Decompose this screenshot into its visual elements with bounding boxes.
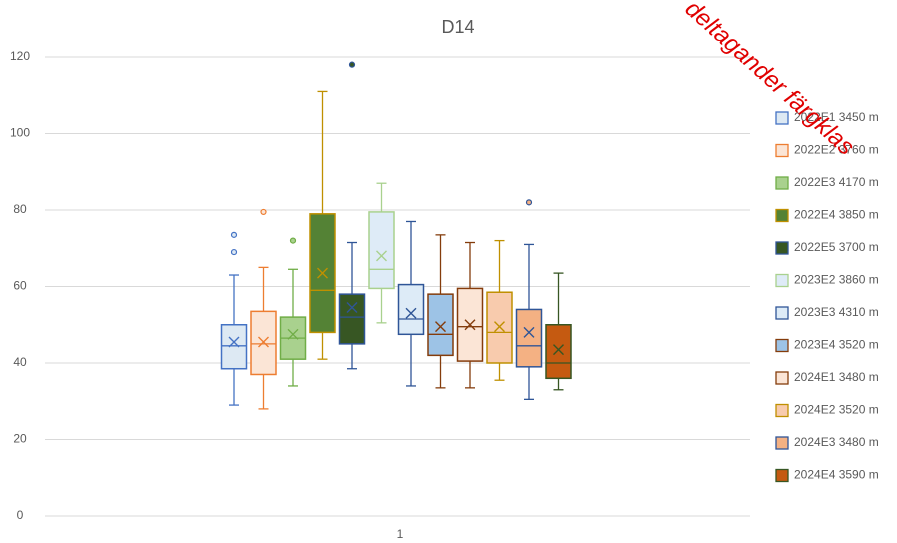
box — [545, 324, 572, 380]
y-tick-label: 40 — [13, 355, 27, 369]
chart-title: D14 — [441, 17, 474, 37]
mean-marker — [376, 250, 387, 262]
mean-marker — [228, 336, 240, 348]
box — [427, 293, 454, 357]
legend-swatch — [775, 468, 789, 483]
box — [338, 293, 366, 345]
y-tick-label: 80 — [13, 202, 27, 216]
y-tick-label: 20 — [13, 432, 27, 446]
mean-marker — [405, 307, 417, 319]
legend-label: 2023E2 3860 m — [794, 273, 879, 287]
legend-swatch — [775, 208, 789, 223]
box — [368, 211, 395, 290]
mean-marker — [258, 336, 269, 348]
mean-marker — [317, 267, 328, 279]
x-tick-label: 1 — [397, 527, 404, 541]
mean-marker — [553, 344, 564, 356]
box — [220, 324, 248, 370]
legend-swatch — [775, 143, 789, 158]
legend-label: 2022E3 4170 m — [794, 175, 879, 189]
legend-label: 2022E5 3700 m — [794, 240, 879, 254]
legend-swatch — [775, 111, 789, 125]
outlier — [230, 248, 238, 256]
legend-label: 2024E1 3480 m — [794, 370, 879, 384]
outlier — [348, 61, 356, 68]
legend-swatch — [775, 306, 789, 320]
legend-label: 2022E2 3760 m — [794, 143, 879, 157]
y-tick-label: 60 — [13, 279, 27, 293]
y-tick-label: 120 — [10, 49, 30, 63]
legend-label: 2022E4 3850 m — [794, 208, 879, 222]
legend-swatch — [775, 273, 789, 288]
outlier — [260, 208, 267, 216]
outlier — [525, 199, 533, 206]
box — [515, 308, 543, 368]
legend-label: 2024E4 3590 m — [794, 468, 879, 482]
legend-label: 2023E3 4310 m — [794, 305, 879, 319]
mean-marker — [494, 321, 505, 333]
legend-swatch — [775, 371, 789, 385]
mean-marker — [346, 302, 358, 314]
y-tick-label: 0 — [17, 508, 24, 522]
legend-swatch — [775, 403, 789, 418]
legend-swatch — [775, 241, 789, 255]
legend-label: 2022E1 3450 m — [794, 110, 879, 124]
legend-label: 2024E2 3520 m — [794, 403, 879, 417]
box — [397, 283, 425, 336]
box — [456, 287, 484, 362]
y-tick-label: 100 — [10, 126, 30, 140]
mean-marker — [435, 321, 446, 333]
legend-swatch — [775, 176, 789, 190]
outlier — [230, 231, 238, 238]
legend-swatch — [775, 436, 789, 450]
mean-marker — [464, 319, 476, 331]
mean-marker — [287, 328, 299, 340]
legend-label: 2023E4 3520 m — [794, 338, 879, 352]
legend-swatch — [775, 338, 789, 353]
legend-label: 2024E3 3480 m — [794, 435, 879, 449]
outlier — [289, 237, 297, 244]
mean-marker — [523, 326, 535, 338]
